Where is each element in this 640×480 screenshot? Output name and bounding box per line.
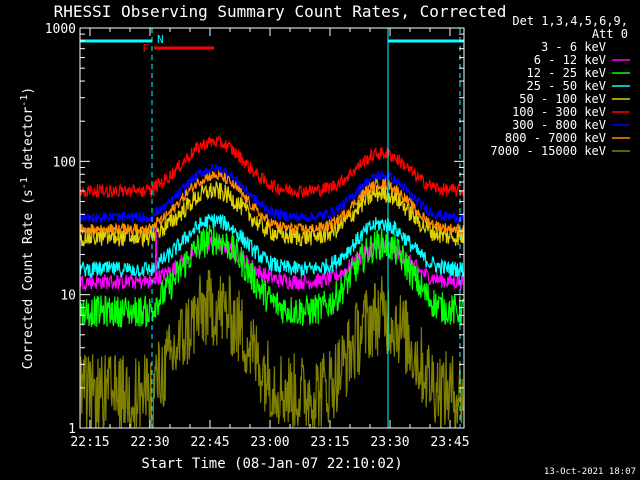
x-tick-label-6: 23:45	[430, 435, 469, 450]
legend-label-3: 25 - 50 keV	[527, 79, 606, 93]
series-line-7	[80, 169, 464, 237]
legend-header-1: Det 1,3,4,5,6,9,	[512, 14, 628, 28]
y-tick-label-2: 100	[53, 155, 76, 170]
x-tick-label-4: 23:15	[310, 435, 349, 450]
flare-label-0: F	[142, 42, 149, 55]
y-tick-label-1: 10	[60, 289, 76, 304]
series-line-2	[80, 224, 464, 328]
y-tick-label-3: 1000	[45, 22, 76, 37]
legend-header-2: Att 0	[592, 27, 628, 41]
legend-label-7: 800 - 7000 keV	[505, 131, 606, 145]
plot-area: FN	[79, 27, 465, 429]
chart-title: RHESSI Observing Summary Count Rates, Co…	[54, 2, 507, 21]
legend-label-0: 3 - 6 keV	[541, 40, 606, 54]
footer-date: 13-Oct-2021 18:07	[544, 467, 636, 477]
x-tick-label-5: 23:30	[370, 435, 409, 450]
x-tick-label-0: 22:15	[70, 435, 109, 450]
x-tick-label-1: 22:30	[130, 435, 169, 450]
x-tick-label-3: 23:00	[250, 435, 289, 450]
y-tick-labels: 1 10 100 1000	[45, 22, 76, 437]
legend-label-4: 50 - 100 keV	[519, 92, 606, 106]
x-tick-label-2: 22:45	[190, 435, 229, 450]
legend-label-1: 6 - 12 keV	[534, 53, 606, 67]
series-line-4	[80, 180, 464, 248]
x-axis-label: Start Time (08-Jan-07 22:10:02)	[141, 456, 402, 472]
series-line-6	[80, 163, 464, 225]
plot-clip	[80, 134, 464, 428]
y-axis-label: Corrected Count Rate (s-1 detector-1)	[19, 87, 36, 369]
series-line-5	[80, 134, 464, 199]
legend-label-6: 300 - 800 keV	[512, 118, 606, 132]
marker-label-0: N	[157, 33, 164, 46]
plot-frame	[79, 27, 465, 429]
y-tick-label-0: 1	[68, 422, 76, 437]
series-line-3	[80, 213, 464, 279]
series-spike	[154, 227, 158, 280]
legend-label-2: 12 - 25 keV	[527, 66, 606, 80]
series-line-8	[80, 269, 464, 428]
x-tick-labels: 22:15 22:30 22:45 23:00 23:15 23:30 23:45	[70, 435, 469, 450]
legend-label-5: 100 - 300 keV	[512, 105, 606, 119]
legend-label-8: 7000 - 15000 keV	[490, 144, 606, 158]
series-line-0	[80, 245, 464, 374]
